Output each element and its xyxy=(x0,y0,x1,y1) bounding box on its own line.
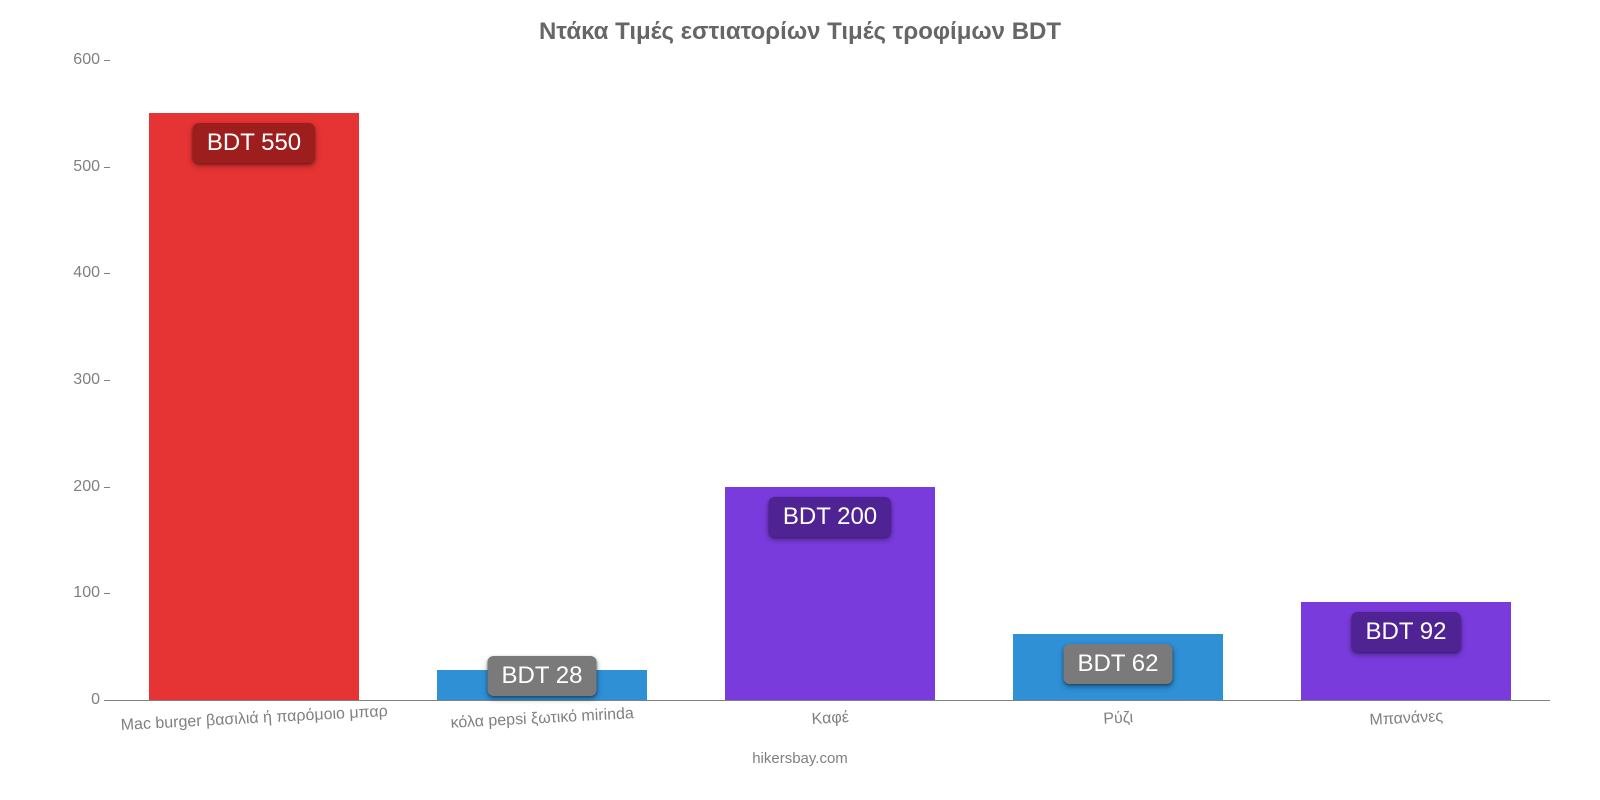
x-category-label: Μπανάνες xyxy=(1369,698,1444,730)
x-category-label: Καφέ xyxy=(811,699,850,729)
bar-slot: BDT 550Mac burger βασιλιά ή παρόμοιο μπα… xyxy=(110,60,398,700)
bar-value-label: BDT 28 xyxy=(488,656,597,696)
chart-container: Ντάκα Τιμές εστιατορίων Τιμές τροφίμων B… xyxy=(0,0,1600,800)
bar-value-label: BDT 62 xyxy=(1064,644,1173,684)
y-tick-label: 200 xyxy=(73,478,110,496)
y-tick-label: 600 xyxy=(73,51,110,69)
y-tick-label: 400 xyxy=(73,264,110,282)
x-category-label: Ρύζι xyxy=(1102,699,1133,729)
chart-title: Ντάκα Τιμές εστιατορίων Τιμές τροφίμων B… xyxy=(0,0,1600,46)
bars-layer: BDT 550Mac burger βασιλιά ή παρόμοιο μπα… xyxy=(110,60,1550,700)
bar xyxy=(149,113,359,700)
bar-value-label: BDT 200 xyxy=(769,497,891,537)
attribution-text: hikersbay.com xyxy=(752,750,848,767)
bar-slot: BDT 28κόλα pepsi ξωτικό mirinda xyxy=(398,60,686,700)
y-tick-label: 100 xyxy=(73,584,110,602)
y-tick-label: 0 xyxy=(91,691,110,709)
bar-value-label: BDT 550 xyxy=(193,123,315,163)
plot-area: 0100200300400500600 BDT 550Mac burger βα… xyxy=(110,60,1550,700)
bar-slot: BDT 200Καφέ xyxy=(686,60,974,700)
y-tick-label: 300 xyxy=(73,371,110,389)
bar-value-label: BDT 92 xyxy=(1352,612,1461,652)
bar-slot: BDT 62Ρύζι xyxy=(974,60,1262,700)
y-tick-label: 500 xyxy=(73,158,110,176)
bar-slot: BDT 92Μπανάνες xyxy=(1262,60,1550,700)
